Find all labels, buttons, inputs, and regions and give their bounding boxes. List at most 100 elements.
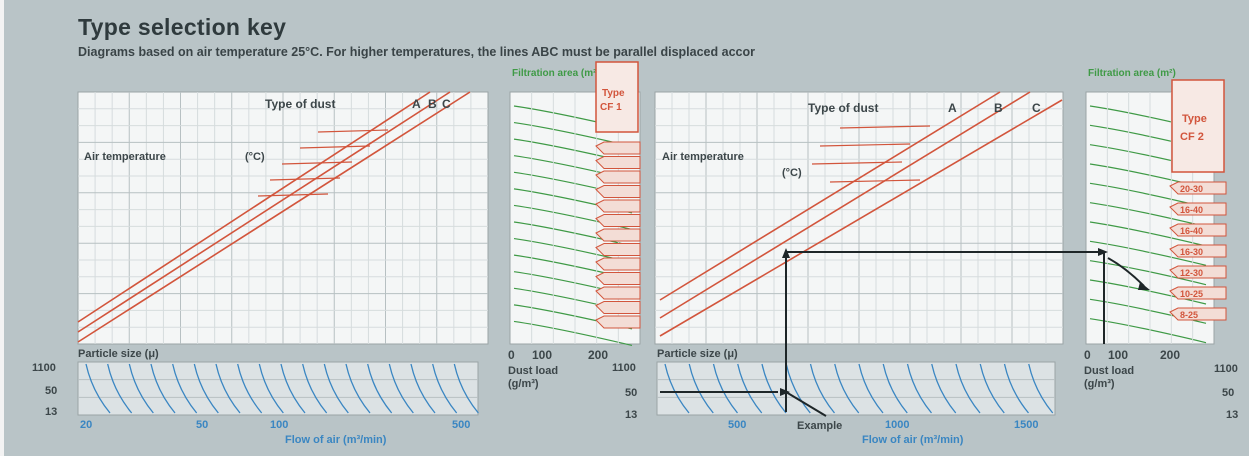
filtration-curve <box>513 221 633 247</box>
left-particle-tick-50: 50 <box>45 385 57 397</box>
particle-curve <box>834 363 860 414</box>
left-type-box <box>595 61 639 133</box>
particle-curve <box>150 363 176 414</box>
left-flow-tick-500: 500 <box>452 419 470 431</box>
right-particle-curves <box>657 363 1055 414</box>
particle-curve <box>979 363 1005 414</box>
right-type-tags: 20-30 16-40 16-40 16-30 12-30 10-25 8-25 <box>1169 181 1227 321</box>
right-air-temperature-unit: (°C) <box>782 167 802 179</box>
left-particle-tick-13: 13 <box>45 406 57 418</box>
type-tag-label: 12-30 <box>1180 268 1203 278</box>
type-tag <box>1169 265 1227 279</box>
left-filtration-panel: Filtration area (m²) Type CF 1 <box>509 61 641 347</box>
temperature-tick <box>257 193 329 197</box>
type-tag <box>1169 244 1227 258</box>
right-filtration-label: Filtration area (m²) <box>1088 68 1176 79</box>
type-tag <box>595 257 641 271</box>
dust-line <box>659 91 1001 301</box>
example-arrow-3 <box>1098 248 1108 256</box>
right-flow-tick-500: 500 <box>728 419 746 431</box>
example-path <box>660 248 1150 417</box>
left-type-of-dust-label: Type of dust <box>265 97 335 111</box>
example-path-example-pointer <box>785 391 827 417</box>
temperature-tick <box>811 161 903 165</box>
right-dust-letter-a: A <box>948 101 957 115</box>
right-air-temperature-label: Air temperature <box>662 151 744 163</box>
left-dust-letter-b: B <box>428 97 437 111</box>
page-title: Type selection key <box>78 14 287 40</box>
dust-line <box>659 91 1031 319</box>
right-filtration-panel: Filtration area (m²) Type CF 2 20-30 16-4… <box>1085 68 1227 345</box>
type-tag <box>595 315 641 329</box>
filtration-curve <box>1089 202 1207 228</box>
left-filtration-label: Filtration area (m²) <box>512 68 600 79</box>
left-dust-tick-100: 100 <box>532 348 552 362</box>
particle-curve <box>858 363 884 414</box>
temperature-tick <box>819 143 911 147</box>
particle-curve <box>107 363 133 414</box>
type-tag-label: 16-30 <box>1180 247 1203 257</box>
temperature-tick <box>299 145 371 149</box>
particle-curve <box>931 363 957 414</box>
left-particle-size-label: Particle size (μ) <box>78 348 159 360</box>
left-air-temperature-unit: (°C) <box>245 151 265 163</box>
filtration-curve <box>1089 318 1207 344</box>
left-dust-load-axis: 0 100 200 Dust load (g/m³) <box>508 348 608 390</box>
particle-curve <box>761 363 787 414</box>
left-particle-curves <box>78 363 479 414</box>
dust-line <box>659 99 1063 337</box>
left-flow-tick-100: 100 <box>270 419 288 431</box>
right-flow-tick-1500: 1500 <box>1014 419 1038 431</box>
right-dust-load-unit: (g/m³) <box>1084 378 1115 390</box>
page-subtitle: Diagrams based on air temperature 25°C. … <box>78 45 755 59</box>
left-grid-lines <box>78 92 488 344</box>
left-air-temperature-label: Air temperature <box>84 151 166 163</box>
particle-curve <box>323 363 349 414</box>
example-arrow-4 <box>1138 282 1150 290</box>
left-dust-lines <box>77 91 471 343</box>
type-tag <box>1169 181 1227 195</box>
type-tag <box>595 301 641 314</box>
right-type-box-model: CF 2 <box>1180 131 1204 143</box>
particle-curve <box>688 363 714 414</box>
type-tag-label: 20-30 <box>1180 184 1203 194</box>
right-dust-tick-200: 200 <box>1160 348 1180 362</box>
particle-curve <box>737 363 763 414</box>
temperature-tick <box>839 125 931 129</box>
particle-curve <box>906 363 933 414</box>
left-dust-load-label: Dust load <box>508 365 558 377</box>
left-particle-grid: Particle size (μ) 1100 50 13 20 50 100 5… <box>32 348 479 446</box>
example-arrow-1 <box>780 388 790 396</box>
filtration-curve <box>1089 260 1207 286</box>
right-type-box <box>1171 79 1225 173</box>
left-main-grid: Type of dust A B C Air temperature (°C) <box>77 91 489 345</box>
type-tag <box>595 170 641 184</box>
right-grid-lines <box>655 92 1063 344</box>
particle-curve <box>453 363 479 414</box>
type-tag <box>595 199 641 213</box>
right-example-label: Example <box>797 420 842 432</box>
type-tag <box>595 141 641 155</box>
left-dust-letter-c: C <box>442 97 451 111</box>
particle-curve <box>785 363 811 414</box>
particle-curve <box>128 363 154 414</box>
left-type-box-model: CF 1 <box>600 102 622 113</box>
type-tag <box>595 272 641 285</box>
particle-curve <box>388 363 414 414</box>
left-dust-load-unit: (g/m³) <box>508 378 539 390</box>
temperature-tick <box>269 177 341 181</box>
type-tag <box>1169 223 1227 237</box>
left-dust-letter-a: A <box>412 97 421 111</box>
right-dust-letter-b: B <box>994 101 1003 115</box>
particle-curve <box>85 363 111 414</box>
left-type-tags <box>595 141 641 329</box>
right-dust-tick-100: 100 <box>1108 348 1128 362</box>
type-tag-label: 10-25 <box>1180 289 1203 299</box>
left-flow-tick-50: 50 <box>196 419 208 431</box>
left-flow-label: Flow of air (m³/min) <box>285 434 387 446</box>
particle-curve <box>172 363 198 414</box>
particle-curve <box>664 363 690 414</box>
particle-curve <box>809 363 836 414</box>
